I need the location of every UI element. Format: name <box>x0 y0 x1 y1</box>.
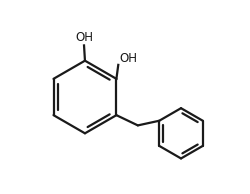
Text: OH: OH <box>119 51 137 64</box>
Text: OH: OH <box>75 31 93 44</box>
